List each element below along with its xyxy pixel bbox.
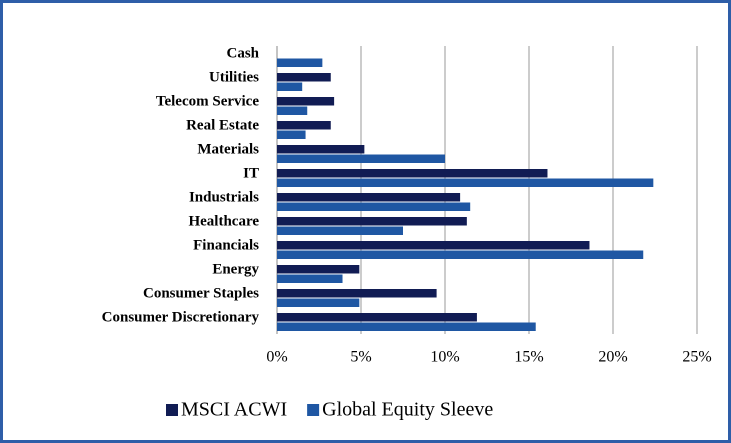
category-label: Consumer Discretionary xyxy=(102,309,260,325)
category-label: Financials xyxy=(193,237,259,253)
bar xyxy=(277,145,365,154)
bar xyxy=(277,202,471,211)
bar xyxy=(277,217,467,226)
bar xyxy=(277,274,343,283)
category-label: Healthcare xyxy=(188,213,259,229)
legend-swatch xyxy=(307,404,320,416)
bar xyxy=(277,121,331,130)
bar xyxy=(277,193,461,202)
bar xyxy=(277,313,477,322)
legend-swatch xyxy=(166,404,178,416)
category-label: Energy xyxy=(212,261,259,277)
bar xyxy=(277,106,308,115)
bar xyxy=(277,58,323,67)
x-tick-label: 0% xyxy=(266,349,287,366)
category-label: Real Estate xyxy=(186,117,259,133)
legend-label: Global Equity Sleeve xyxy=(322,399,493,421)
category-label: Cash xyxy=(226,45,259,61)
category-label: Telecom Service xyxy=(156,93,259,109)
category-label: Utilities xyxy=(209,69,259,85)
bar xyxy=(277,154,445,163)
x-tick-label: 15% xyxy=(514,349,543,366)
bar xyxy=(277,73,331,82)
bar xyxy=(277,130,306,139)
category-label: IT xyxy=(243,165,259,181)
category-label: Materials xyxy=(197,141,259,157)
bar xyxy=(277,169,548,178)
bar xyxy=(277,178,654,187)
bar xyxy=(277,226,403,235)
bar xyxy=(277,265,360,274)
category-label: Industrials xyxy=(189,189,259,205)
bar xyxy=(277,289,437,298)
bar xyxy=(277,298,360,307)
x-tick-label: 20% xyxy=(598,349,627,366)
x-tick-label: 10% xyxy=(430,349,459,366)
x-tick-label: 25% xyxy=(682,349,711,366)
bar xyxy=(277,82,303,91)
bar xyxy=(277,250,644,259)
legend-label: MSCI ACWI xyxy=(181,399,287,421)
category-label: Consumer Staples xyxy=(143,285,259,301)
bar xyxy=(277,97,335,106)
bar xyxy=(277,322,536,331)
x-tick-label: 5% xyxy=(350,349,371,366)
bar xyxy=(277,241,590,250)
